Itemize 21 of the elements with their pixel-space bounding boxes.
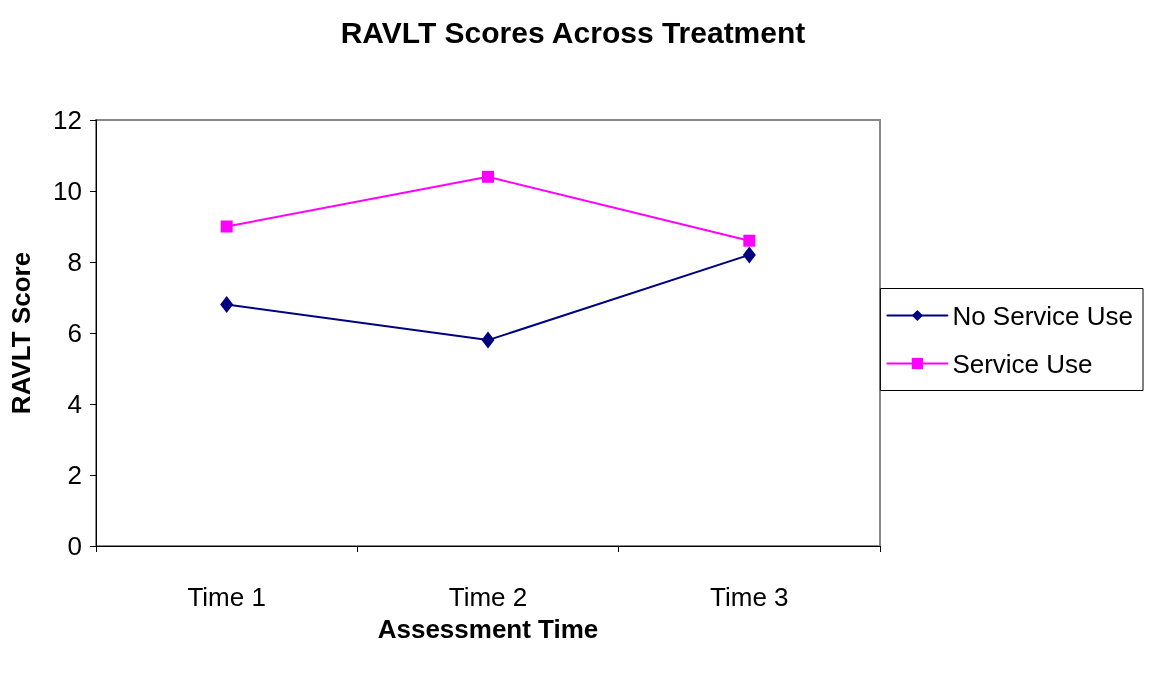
y-tick-label: 2 — [67, 460, 82, 490]
x-tick-label: Time 2 — [448, 582, 528, 612]
chart-title: RAVLT Scores Across Treatment — [340, 15, 806, 49]
y-axis-title: RAVLT Score — [6, 251, 36, 415]
y-tick-label: 6 — [67, 318, 82, 348]
y-tick-label: 4 — [67, 389, 82, 419]
x-axis-title: Assessment Time — [377, 614, 599, 644]
y-tick-label: 12 — [53, 105, 82, 135]
point — [743, 234, 756, 247]
x-tick-label: Time 1 — [187, 582, 266, 612]
point — [482, 170, 494, 183]
y-tick-label: 8 — [67, 247, 82, 277]
legend-label: No Service Use — [952, 300, 1134, 331]
point — [220, 296, 234, 314]
point — [481, 331, 495, 349]
point — [220, 220, 233, 233]
x-tick-label: Time 3 — [710, 582, 789, 612]
point — [742, 246, 756, 264]
y-tick-label: 10 — [53, 176, 82, 206]
legend-label: Service Use — [952, 348, 1093, 379]
y-tick-label: 0 — [67, 531, 82, 561]
